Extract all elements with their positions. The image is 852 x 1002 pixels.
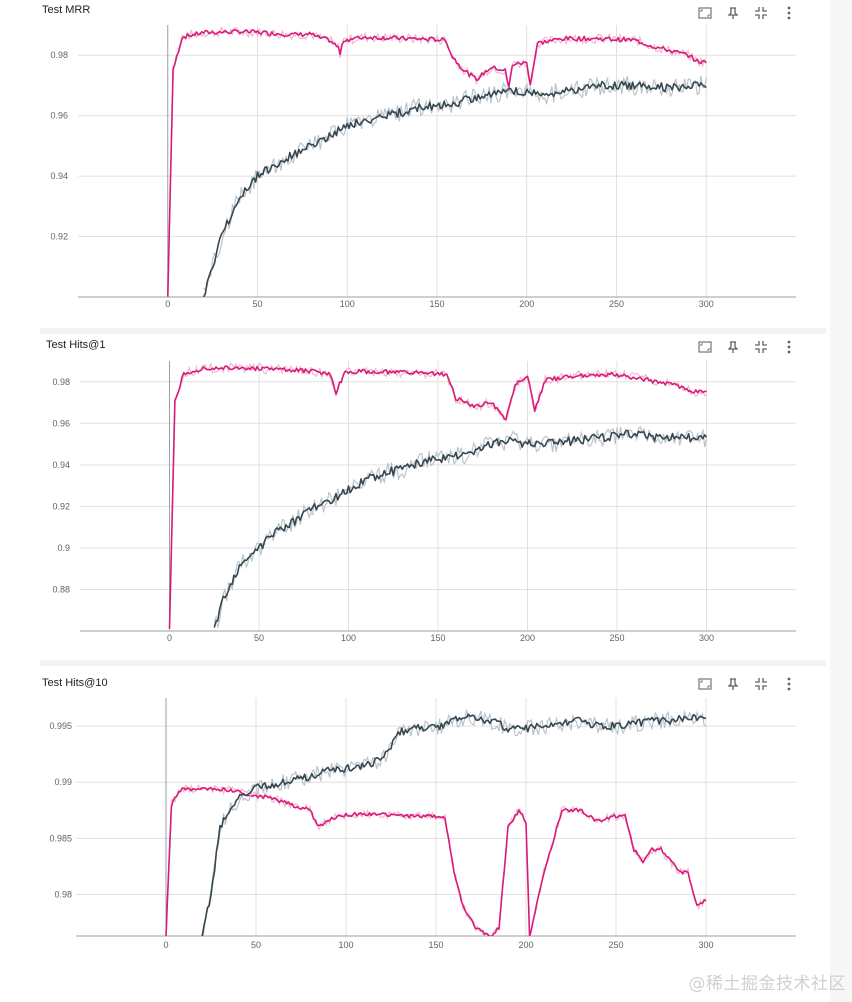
y-tick-label: 0.98 (52, 377, 70, 387)
line-plot-test-mrr[interactable]: 0.92 0.94 0.96 0.98 0 50 100 150 200 250 300 (0, 0, 830, 330)
fullscreen-icon[interactable] (694, 673, 716, 695)
chart-title: Test Hits@10 (42, 677, 108, 689)
series-smoothed-line-dark[interactable] (202, 80, 707, 298)
pin-icon[interactable] (722, 336, 744, 358)
x-tick-label: 200 (519, 299, 534, 309)
x-tick-label: 100 (341, 633, 356, 643)
more-vert-icon[interactable] (778, 336, 800, 358)
x-tick-label: 100 (338, 940, 353, 950)
x-tick-label: 300 (699, 299, 714, 309)
more-vert-icon[interactable] (778, 673, 800, 695)
chart-card-test-mrr: Test MRR 0.92 0.94 0.96 0.98 0 50 100 150 200 250… (0, 0, 830, 330)
x-tick-label: 300 (698, 940, 713, 950)
series-smoothed-line-pink[interactable] (168, 365, 707, 629)
pin-icon[interactable] (722, 673, 744, 695)
watermark-text: @稀土掘金技术社区 (688, 974, 846, 994)
x-tick-label: 0 (163, 940, 168, 950)
x-tick-label: 300 (699, 633, 714, 643)
right-gutter (830, 0, 852, 1002)
chart-title: Test Hits@1 (46, 339, 106, 351)
x-tick-label: 50 (252, 299, 262, 309)
x-tick-label: 150 (429, 299, 444, 309)
x-tick-label: 50 (254, 633, 264, 643)
fullscreen-icon[interactable] (694, 336, 716, 358)
y-tick-label: 0.96 (52, 418, 70, 428)
y-tick-label: 0.98 (50, 50, 68, 60)
series-raw-line-pink (165, 783, 707, 936)
y-tick-label: 0.995 (49, 721, 72, 731)
y-tick-label: 0.985 (49, 833, 72, 843)
fit-domain-icon[interactable] (750, 336, 772, 358)
x-tick-label: 50 (251, 940, 261, 950)
x-tick-label: 200 (520, 633, 535, 643)
x-tick-label: 150 (430, 633, 445, 643)
series-smoothed-line-dark[interactable] (213, 429, 708, 628)
chart-title: Test MRR (42, 4, 91, 16)
x-tick-label: 0 (167, 633, 172, 643)
x-tick-label: 0 (165, 299, 170, 309)
fit-domain-icon[interactable] (750, 673, 772, 695)
chart-card-test-hits-at-1: Test Hits@1 0.88 0.9 0.92 0.94 0.96 0.98 0 50 10… (0, 334, 830, 660)
series-smoothed-line-dark[interactable] (201, 713, 707, 937)
y-tick-label: 0.98 (54, 889, 72, 899)
x-tick-label: 250 (608, 940, 623, 950)
y-tick-label: 0.94 (50, 171, 68, 181)
chart-card-test-hits-at-10: Test Hits@10 0.98 0.985 0.99 0.995 0 50 100 150… (0, 668, 830, 1002)
x-tick-label: 250 (609, 633, 624, 643)
x-tick-label: 200 (518, 940, 533, 950)
more-vert-icon[interactable] (778, 2, 800, 24)
card-divider (40, 328, 826, 334)
fit-domain-icon[interactable] (750, 2, 772, 24)
series-raw-line-dark (202, 708, 707, 936)
series-smoothed-line-pink[interactable] (167, 28, 707, 297)
chart-toolbar (694, 2, 800, 24)
series-raw-line-dark (203, 76, 707, 292)
y-tick-label: 0.92 (52, 501, 70, 511)
x-tick-label: 100 (340, 299, 355, 309)
pin-icon[interactable] (722, 2, 744, 24)
y-tick-label: 0.96 (50, 111, 68, 121)
line-plot-test-hits-at-1[interactable]: 0.88 0.9 0.92 0.94 0.96 0.98 0 50 100 150 200 250 30… (0, 334, 830, 660)
y-tick-label: 0.94 (52, 460, 70, 470)
fullscreen-icon[interactable] (694, 2, 716, 24)
y-tick-label: 0.99 (54, 777, 72, 787)
x-tick-label: 150 (428, 940, 443, 950)
y-tick-label: 0.9 (57, 543, 70, 553)
line-plot-test-hits-at-10[interactable]: 0.98 0.985 0.99 0.995 0 50 100 150 200 250 300 (0, 668, 830, 1002)
chart-toolbar (694, 673, 800, 695)
y-tick-label: 0.88 (52, 584, 70, 594)
chart-toolbar (694, 336, 800, 358)
card-divider (40, 660, 826, 666)
x-tick-label: 250 (609, 299, 624, 309)
series-smoothed-line-pink[interactable] (165, 786, 707, 937)
y-tick-label: 0.92 (50, 232, 68, 242)
